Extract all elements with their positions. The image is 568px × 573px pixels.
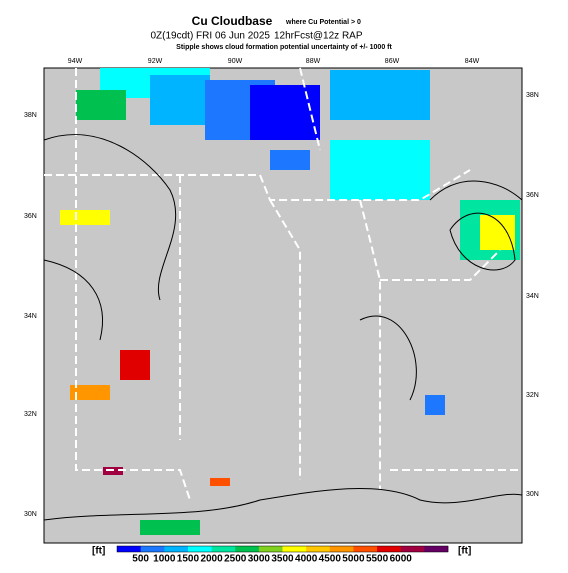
title-note: where Cu Potential > 0 bbox=[285, 19, 361, 26]
state-borders bbox=[44, 67, 522, 501]
colorbar-swatch bbox=[306, 546, 331, 552]
lon-label: 88W bbox=[306, 58, 321, 65]
lat-label-left: 34N bbox=[24, 313, 37, 320]
lat-label-left: 32N bbox=[24, 411, 37, 418]
colorbar-swatch bbox=[258, 546, 283, 552]
lon-label: 92W bbox=[148, 58, 163, 65]
lat-label-right: 38N bbox=[526, 92, 539, 99]
colorbar-tick-label: 3000 bbox=[248, 554, 271, 565]
colorbar-swatch bbox=[424, 546, 449, 552]
contours bbox=[43, 134, 523, 521]
colorbar-tick-label: 6000 bbox=[390, 554, 413, 565]
colorbar-frame bbox=[116, 545, 449, 553]
lat-label-right: 36N bbox=[526, 192, 539, 199]
colorbar-tick-label: 2000 bbox=[200, 554, 223, 565]
colorbar-swatch bbox=[282, 546, 307, 552]
colorbar-swatch bbox=[117, 546, 141, 552]
colorbar-tick-label: 4000 bbox=[295, 554, 318, 565]
colorbar-unit: [ft] bbox=[92, 546, 105, 557]
map bbox=[43, 67, 523, 544]
colorbar-swatch bbox=[329, 546, 354, 552]
colorbar-tick-label: 1000 bbox=[153, 554, 176, 565]
lat-label-left: 30N bbox=[24, 511, 37, 518]
colorbar-tick-label: 3500 bbox=[271, 554, 294, 565]
lat-label-left: 38N bbox=[24, 112, 37, 119]
colorbar-tick-label: 4500 bbox=[319, 554, 342, 565]
lon-label: 90W bbox=[228, 58, 243, 65]
colorbar-swatch bbox=[187, 546, 212, 552]
colorbar-tick-label: 1500 bbox=[177, 554, 200, 565]
lat-label-right: 30N bbox=[526, 491, 539, 498]
colorbar-swatch bbox=[164, 546, 189, 552]
colorbar-tick-label: 500 bbox=[132, 554, 149, 565]
colorbar-tick-label: 5500 bbox=[366, 554, 389, 565]
lat-label-right: 32N bbox=[526, 392, 539, 399]
lat-label-left: 36N bbox=[24, 213, 37, 220]
colorbar-swatch bbox=[400, 546, 425, 552]
colorbar-swatch bbox=[140, 546, 165, 552]
lon-label: 84W bbox=[465, 58, 480, 65]
subtitle: Stipple shows cloud formation potential … bbox=[176, 44, 392, 51]
forecast: 12hrFcst@12z RAP bbox=[274, 31, 363, 42]
lat-label-right: 34N bbox=[526, 293, 539, 300]
colorbar-swatch bbox=[211, 546, 236, 552]
lon-label: 94W bbox=[68, 58, 83, 65]
colorbar-swatch bbox=[353, 546, 378, 552]
colorbar-swatch bbox=[377, 546, 402, 552]
valid-time: 0Z(19cdt) FRI 06 Jun 2025 bbox=[150, 31, 270, 42]
colorbar-tick-label: 5000 bbox=[342, 554, 365, 565]
lon-label: 86W bbox=[385, 58, 400, 65]
title: Cu Cloudbase bbox=[192, 14, 273, 28]
cloud-cells bbox=[60, 68, 520, 535]
colorbar-unit: [ft] bbox=[458, 546, 471, 557]
colorbar-swatch bbox=[235, 546, 260, 552]
colorbar-tick-label: 2500 bbox=[224, 554, 247, 565]
